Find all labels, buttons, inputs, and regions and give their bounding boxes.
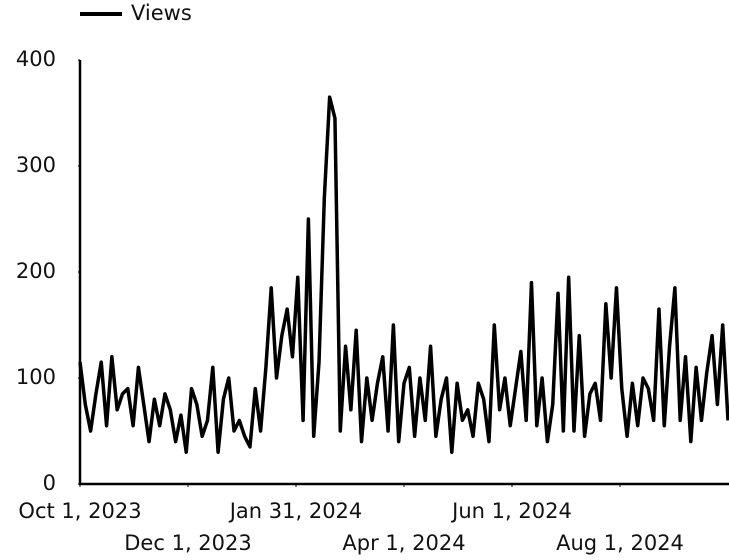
y-tick-label: 100 [16,365,56,389]
y-tick-label: 0 [43,471,56,495]
y-tick-label: 400 [16,47,56,71]
x-tick-label: Aug 1, 2024 [556,531,684,555]
x-tick-label: Apr 1, 2024 [342,531,465,555]
line [78,95,729,454]
x-tick-label: Dec 1, 2023 [124,531,251,555]
x-tick-label: Oct 1, 2023 [18,499,141,523]
x-tick-label: Jan 31, 2024 [228,499,363,523]
x-tick-label: Jun 1, 2024 [450,499,572,523]
legend-label: Views [131,1,192,25]
y-tick-label: 200 [16,259,56,283]
y-tick-label: 300 [16,153,56,177]
